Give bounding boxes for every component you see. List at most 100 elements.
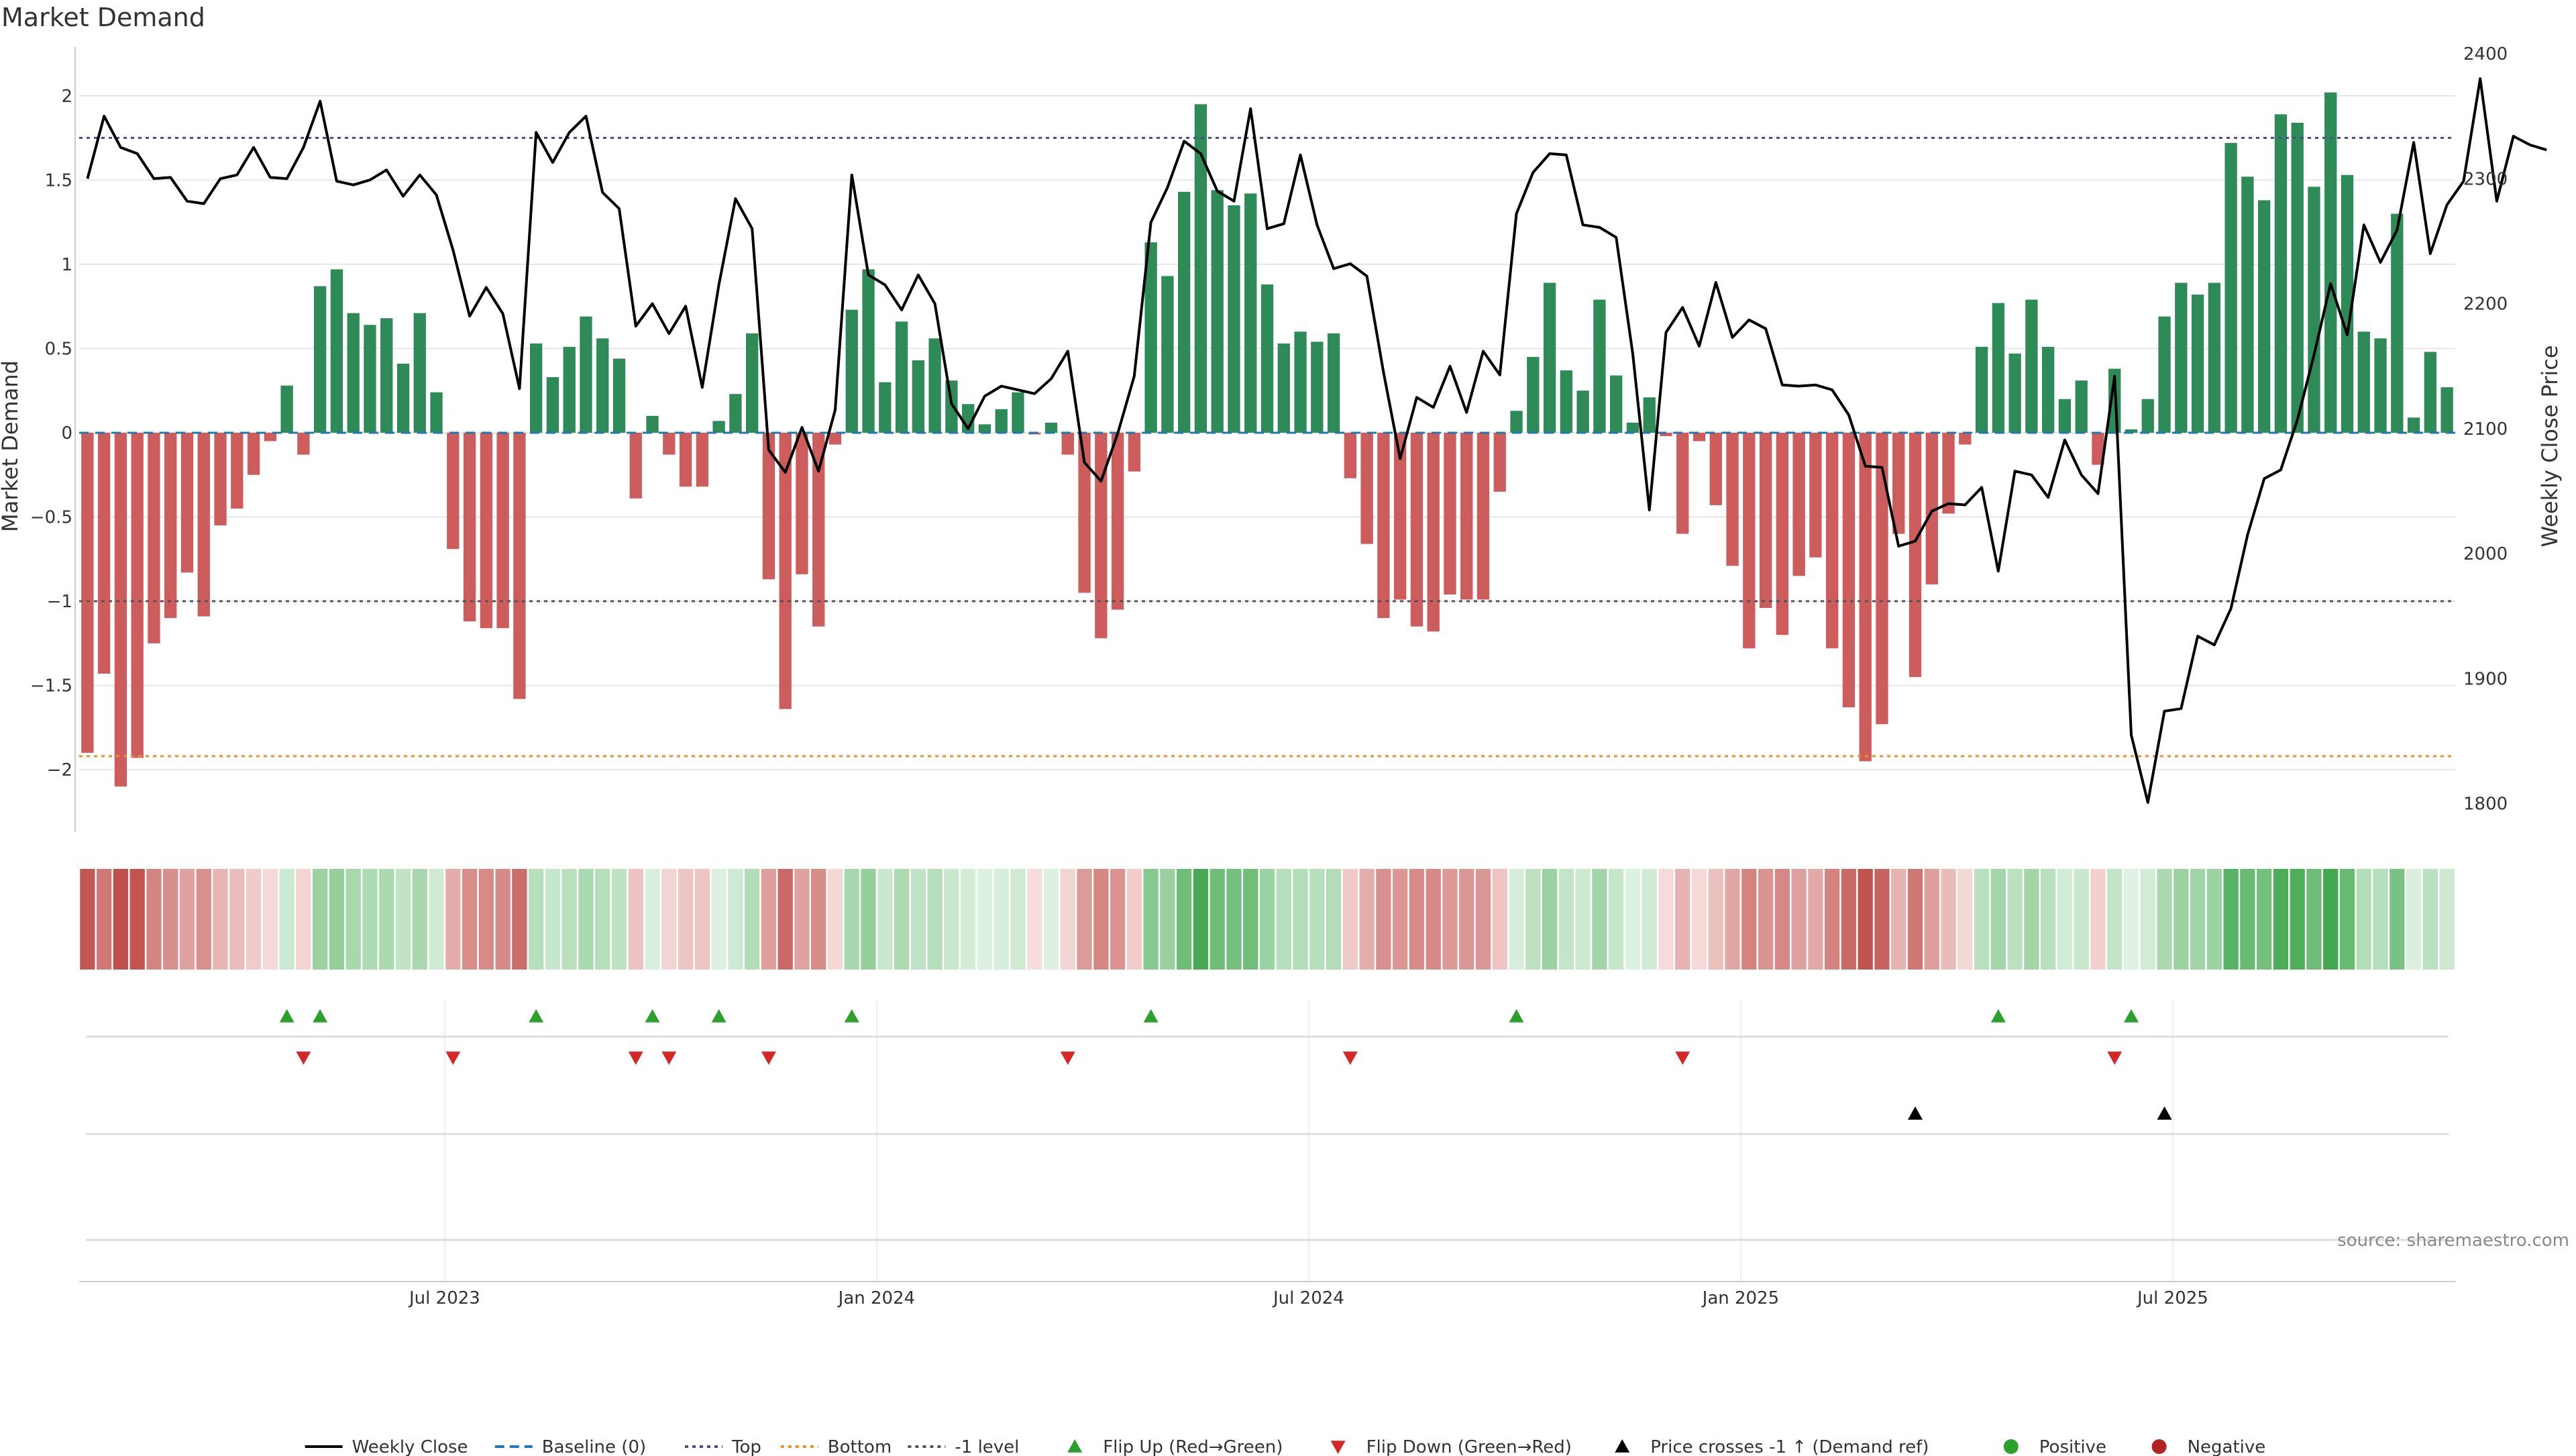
demand-bar [396, 364, 410, 433]
demand-bar [480, 432, 493, 629]
heat-cell [761, 869, 777, 970]
demand-bar [114, 432, 127, 787]
heat-cell [1592, 869, 1607, 970]
demand-bar [1709, 432, 1722, 505]
heat-cell [478, 869, 494, 970]
demand-bar [2291, 122, 2304, 433]
x-tick-label: Jul 2025 [2136, 1288, 2208, 1308]
demand-bar [1726, 432, 1739, 566]
demand-bar [612, 358, 626, 433]
demand-bar [1892, 432, 1905, 534]
heat-cell [1342, 869, 1358, 970]
y-tick-label: −1 [47, 592, 72, 612]
demand-bar [1277, 343, 1290, 433]
legend-label: Flip Up (Red→Green) [1103, 1437, 1283, 1456]
demand-bar [845, 309, 858, 433]
flip-down-marker [1342, 1051, 1358, 1065]
heat-cell [1160, 869, 1175, 970]
heat-cell [2024, 869, 2039, 970]
demand-bar [1959, 432, 1972, 445]
heat-cell [661, 869, 677, 970]
demand-bar [2391, 213, 2404, 433]
demand-bar [1294, 331, 1307, 433]
heat-cell [296, 869, 311, 970]
demand-bar [330, 269, 343, 433]
market-demand-chart: −2 −1.5 −1 −0.5 0 0.5 1 1.5 2 1800 1900 2000 2100 220… [0, 44, 2569, 1308]
legend-label: Baseline (0) [542, 1437, 646, 1456]
heat-cell [894, 869, 910, 970]
demand-bar [529, 343, 543, 433]
heat-cell [1293, 869, 1308, 970]
legend-swatch [1615, 1439, 1630, 1453]
heat-cell [794, 869, 810, 970]
demand-bar [1825, 432, 1839, 649]
heat-cell [1974, 869, 1990, 970]
heat-cell [2157, 869, 2172, 970]
heat-cell [927, 869, 943, 970]
heat-cell [1658, 869, 1674, 970]
heat-cell [1941, 869, 1956, 970]
source-note: source: sharemaestro.com [2337, 1231, 2569, 1251]
heat-cell [2057, 869, 2073, 970]
demand-bar [1161, 276, 1174, 433]
heat-cell [1525, 869, 1541, 970]
demand-bar [2407, 417, 2420, 433]
demand-bar [1344, 432, 1357, 478]
heat-cell [1459, 869, 1474, 970]
heat-cell [1625, 869, 1641, 970]
x-tick-label: Jan 2024 [837, 1288, 916, 1308]
heat-cell [994, 869, 1009, 970]
heat-cell [1243, 869, 1258, 970]
y2-tick-label: 2000 [2463, 544, 2508, 564]
y2-tick-label: 1900 [2463, 669, 2508, 689]
demand-bar [1444, 432, 1456, 594]
heat-cell [910, 869, 926, 970]
legend-item: Flip Up (Red→Green) [1067, 1437, 1283, 1456]
demand-bar [1842, 432, 1856, 708]
heat-cell [1426, 869, 1441, 970]
heat-cell [1077, 869, 1092, 970]
grid-lines [74, 47, 2455, 1282]
legend-label: Top [731, 1437, 761, 1456]
heat-cell [827, 869, 843, 970]
demand-bar [1759, 432, 1772, 609]
demand-bar [430, 392, 443, 433]
heat-cell [1143, 869, 1159, 970]
demand-bar [1460, 432, 1473, 600]
heat-cell [97, 869, 112, 970]
demand-bar [1626, 422, 1640, 433]
legend-label: Negative [2188, 1437, 2266, 1456]
legend-item: Price crosses -1 ↑ (Demand ref) [1615, 1437, 1929, 1456]
demand-bar [1360, 432, 1373, 544]
demand-bar [2208, 282, 2221, 433]
heat-cell [1558, 869, 1574, 970]
heat-cell [1326, 869, 1342, 970]
heat-cell [1393, 869, 1408, 970]
heat-cell [445, 869, 461, 970]
heat-cell [163, 869, 178, 970]
legend-item: Top [685, 1437, 761, 1456]
flip-down-marker [661, 1051, 677, 1065]
heat-cell [2390, 869, 2405, 970]
flip-up-marker [313, 1009, 328, 1023]
y-tick-label: −0.5 [30, 507, 72, 527]
heat-cell [861, 869, 876, 970]
demand-bar [2341, 174, 2354, 433]
heat-cell [1725, 869, 1740, 970]
flip-up-marker [279, 1009, 294, 1023]
demand-bar [1177, 191, 1191, 433]
heat-cell [462, 869, 478, 970]
heat-cell [694, 869, 710, 970]
demand-bar [712, 421, 725, 433]
demand-bar [2374, 338, 2387, 433]
demand-bar [1693, 432, 1706, 441]
heat-cell [2373, 869, 2388, 970]
chart-legend: Weekly Close Baseline (0) Top Bottom -1 leve… [305, 1437, 2266, 1456]
flip-up-marker [645, 1009, 660, 1023]
flip-up-marker [1509, 1009, 1524, 1023]
legend-label: Bottom [828, 1437, 892, 1456]
y-tick-label: −1.5 [30, 676, 72, 696]
heat-cell [2190, 869, 2206, 970]
x-tick-label: Jul 2024 [1272, 1288, 1344, 1308]
demand-bar [912, 360, 925, 433]
